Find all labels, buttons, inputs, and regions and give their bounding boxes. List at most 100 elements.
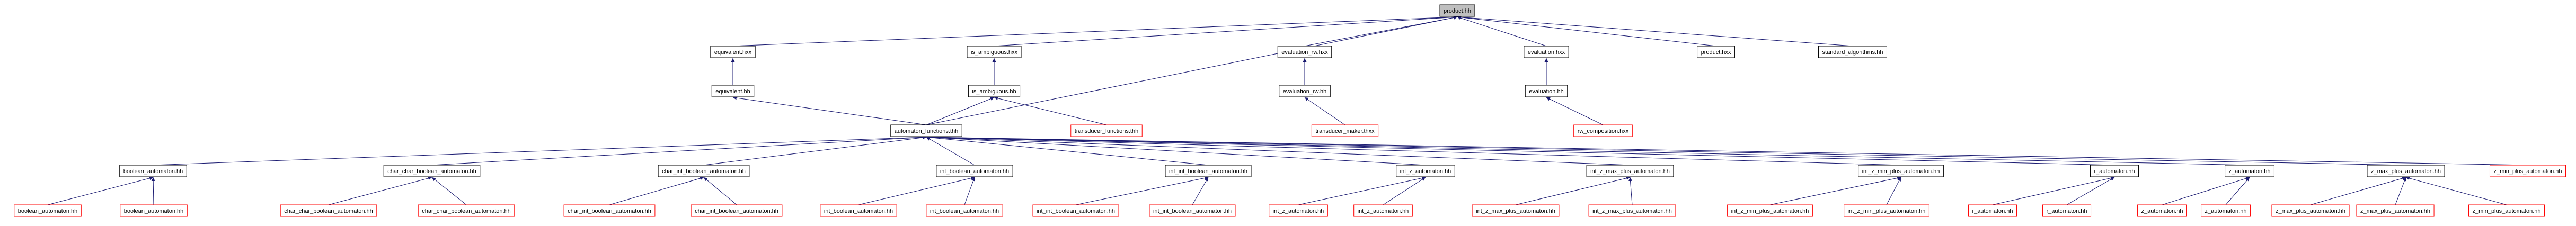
- node-box: [1311, 124, 1379, 137]
- graph-node: int_int_boolean_automaton.hh: [1149, 204, 1236, 217]
- dependency-edge: [1298, 176, 1426, 205]
- graph-node: equivalent.hxx: [710, 46, 756, 58]
- node-box: [1279, 85, 1331, 97]
- dependency-edge: [1628, 177, 1633, 205]
- node-label: product.hh: [1444, 8, 1471, 14]
- dependency-edge: [926, 135, 1631, 166]
- node-label: standard_algorithms.hh: [1822, 49, 1883, 56]
- node-label: int_boolean_automaton.hh: [930, 208, 999, 214]
- graph-node: z_automaton.hh: [2225, 165, 2274, 177]
- node-box: [1070, 124, 1143, 137]
- node-label: evaluation_rw.hxx: [1281, 49, 1328, 56]
- graph-node: evaluation.hh: [1525, 85, 1568, 97]
- graph-node: int_z_max_plus_automaton.hh: [1472, 204, 1560, 217]
- node-box: [2042, 204, 2092, 217]
- dependency-edge: [2225, 177, 2250, 205]
- dependency-edge: [858, 176, 975, 205]
- node-box: [2225, 165, 2274, 177]
- node-label: int_z_automaton.hh: [1400, 168, 1451, 175]
- node-box: [418, 204, 515, 217]
- graph-node: z_max_plus_automaton.hh: [2367, 165, 2445, 177]
- node-label: is_ambiguous.hxx: [971, 49, 1018, 56]
- node-label: z_automaton.hh: [2229, 168, 2271, 175]
- node-label: int_z_min_plus_automaton.hh: [1848, 208, 1926, 214]
- node-box: [890, 124, 962, 137]
- node-box: [1588, 204, 1676, 217]
- node-label: int_z_min_plus_automaton.hh: [1731, 208, 1809, 214]
- node-box: [1353, 204, 1413, 217]
- node-label: equivalent.hxx: [714, 49, 752, 56]
- node-label: z_max_plus_automaton.hh: [2371, 168, 2441, 175]
- dependency-edge: [926, 137, 975, 166]
- dependency-edge: [2395, 177, 2406, 205]
- dependency-edge: [732, 96, 927, 125]
- dependency-edge: [703, 135, 927, 166]
- edges: [47, 15, 2528, 205]
- graph-node: char_int_boolean_automaton.hh: [658, 165, 750, 177]
- node-box: [1439, 4, 1475, 17]
- graph-node: int_z_automaton.hh: [1396, 165, 1455, 177]
- dependency-edge: [994, 15, 1458, 47]
- node-box: [563, 204, 656, 217]
- graph-node: char_int_boolean_automaton.hh: [563, 204, 656, 217]
- node-label: is_ambiguous.hh: [972, 88, 1016, 95]
- node-box: [1396, 165, 1455, 177]
- graph-node: evaluation.hxx: [1524, 46, 1569, 58]
- node-box: [1472, 204, 1560, 217]
- graph-node: transducer_functions.thh: [1070, 124, 1143, 137]
- graph-node: char_char_boolean_automaton.hh: [418, 204, 515, 217]
- node-label: int_boolean_automaton.hh: [940, 168, 1009, 175]
- graph-node: int_z_automaton.hh: [1269, 204, 1328, 217]
- node-label: rw_composition.hxx: [1578, 128, 1629, 134]
- graph-node: standard_algorithms.hh: [1818, 46, 1887, 58]
- graph-node: char_char_boolean_automaton.hh: [280, 204, 377, 217]
- dependency-edge: [926, 15, 1458, 125]
- node-box: [968, 85, 1021, 97]
- graph-node: z_min_plus_automaton.hh: [2489, 165, 2566, 177]
- node-box: [2489, 165, 2566, 177]
- node-label: char_int_boolean_automaton.hh: [568, 208, 651, 214]
- node-box: [2271, 204, 2350, 217]
- graph-node: int_z_max_plus_automaton.hh: [1586, 165, 1674, 177]
- dependency-edge: [153, 135, 927, 166]
- node-box: [1697, 46, 1735, 58]
- node-label: int_z_max_plus_automaton.hh: [1476, 208, 1555, 214]
- node-box: [2090, 165, 2139, 177]
- node-label: int_z_max_plus_automaton.hh: [1590, 168, 1670, 175]
- node-label: z_min_plus_automaton.hh: [2493, 168, 2562, 175]
- dependency-edge: [994, 96, 1107, 125]
- graph-node: z_automaton.hh: [2137, 204, 2187, 217]
- graph-node: int_z_max_plus_automaton.hh: [1588, 204, 1676, 217]
- dependency-edge: [703, 177, 737, 205]
- dependency-edge: [151, 177, 155, 205]
- graph-node: evaluation_rw.hh: [1279, 85, 1331, 97]
- node-label: char_int_boolean_automaton.hh: [662, 168, 746, 175]
- node-label: int_boolean_automaton.hh: [824, 208, 893, 214]
- node-label: z_automaton.hh: [2205, 208, 2247, 214]
- graph-node: boolean_automaton.hh: [14, 204, 82, 217]
- graph-node: int_int_boolean_automaton.hh: [1165, 165, 1252, 177]
- node-label: r_automaton.hh: [2046, 208, 2087, 214]
- node-label: r_automaton.hh: [2094, 168, 2135, 175]
- node-box: [1727, 204, 1813, 217]
- node-box: [710, 46, 756, 58]
- node-label: z_min_plus_automaton.hh: [2472, 208, 2540, 214]
- node-label: product.hxx: [1701, 49, 1731, 56]
- node-label: int_z_automaton.hh: [1358, 208, 1409, 214]
- node-box: [1844, 204, 1929, 217]
- node-box: [1525, 85, 1568, 97]
- graph-node: boolean_automaton.hh: [120, 204, 188, 217]
- dependency-edge: [1383, 177, 1426, 205]
- node-label: boolean_automaton.hh: [124, 208, 184, 214]
- graph-node: r_automaton.hh: [1968, 204, 2017, 217]
- dependency-edge: [926, 97, 995, 125]
- node-box: [926, 204, 1003, 217]
- node-label: transducer_maker.thxx: [1315, 128, 1375, 134]
- graph-node: is_ambiguous.hxx: [967, 46, 1022, 58]
- node-label: int_int_boolean_automaton.hh: [1153, 208, 1232, 214]
- node-label: z_max_plus_automaton.hh: [2360, 208, 2430, 214]
- graph-node: z_automaton.hh: [2201, 204, 2251, 217]
- dependency-edge: [431, 135, 927, 166]
- graph-node: int_z_automaton.hh: [1353, 204, 1413, 217]
